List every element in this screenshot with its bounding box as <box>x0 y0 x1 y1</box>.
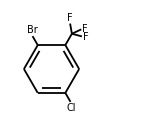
Text: Cl: Cl <box>66 103 76 113</box>
Text: F: F <box>67 13 73 23</box>
Text: Br: Br <box>27 25 37 35</box>
Text: F: F <box>82 24 88 34</box>
Text: F: F <box>83 32 89 42</box>
